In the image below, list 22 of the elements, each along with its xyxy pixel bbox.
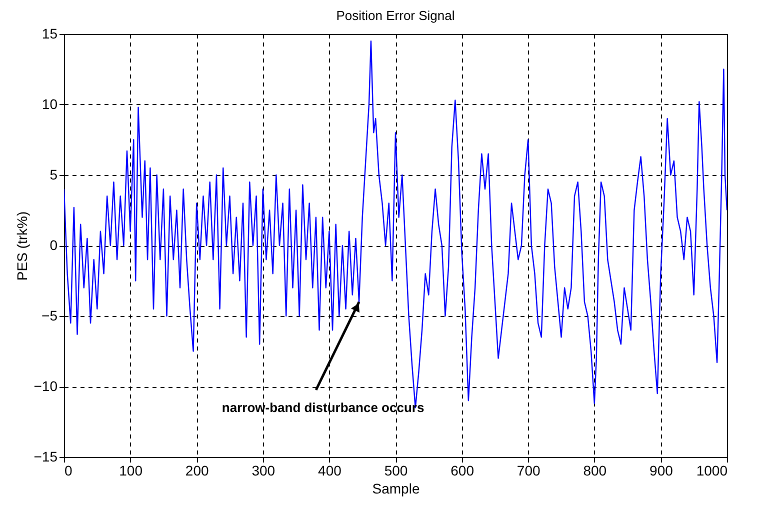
y-tick-label: −5 — [42, 308, 58, 324]
x-tick-label: 400 — [318, 462, 342, 478]
x-tick-label: 600 — [450, 462, 474, 478]
y-tick-label: 5 — [50, 166, 58, 182]
x-tick-label: 100 — [119, 462, 143, 478]
x-tick-label: 500 — [384, 462, 408, 478]
x-tick-label: 700 — [516, 462, 540, 478]
x-tick-label: 800 — [583, 462, 607, 478]
chart-title: Position Error Signal — [336, 8, 455, 23]
y-tick-label: 0 — [50, 237, 58, 253]
y-tick-label: −15 — [34, 448, 58, 464]
x-axis-title: Sample — [372, 480, 420, 496]
x-tick-label: 0 — [64, 462, 72, 478]
y-tick-label: 15 — [42, 26, 58, 42]
x-tick-label: 900 — [650, 462, 674, 478]
y-tick-label: 10 — [42, 96, 58, 112]
annotation: narrow-band disturbance occurs — [222, 400, 424, 415]
x-tick-label: 200 — [185, 462, 209, 478]
y-axis-title: PES (trk%) — [14, 211, 30, 281]
x-tick-label: 1000 — [696, 462, 728, 478]
y-tick-label: −10 — [34, 378, 58, 394]
x-tick-label: 300 — [252, 462, 276, 478]
